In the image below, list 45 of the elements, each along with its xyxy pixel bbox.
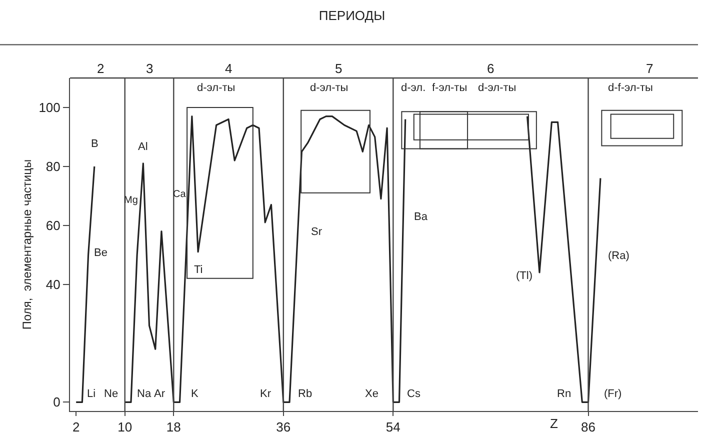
annotation: (Fr) xyxy=(604,388,622,400)
annotation: Na xyxy=(137,388,152,400)
text: 7 xyxy=(646,61,654,76)
y-axis-title: Поля, элементарные частицы xyxy=(20,159,34,330)
annotation: (Ra) xyxy=(608,250,630,262)
annotation: Be xyxy=(94,247,108,259)
text: 4 xyxy=(225,61,232,76)
annotation: Li xyxy=(87,388,96,400)
annotation: d-эл. xyxy=(401,82,426,94)
annotation: K xyxy=(191,388,199,400)
annotation: Ti xyxy=(194,264,203,276)
annotation: Rn xyxy=(557,388,572,400)
chart-title: ПЕРИОДЫ xyxy=(318,8,386,24)
y-tick-label: 60 xyxy=(46,218,60,233)
annotation: Ba xyxy=(414,211,428,223)
text: 2 xyxy=(97,61,104,76)
x-tick-label: 36 xyxy=(276,420,291,435)
annotation: d-эл-ты xyxy=(478,82,516,94)
annotation: Xe xyxy=(365,388,378,400)
annotation: Cs xyxy=(407,388,421,400)
y-tick-label: 0 xyxy=(53,394,60,410)
y-tick-label: 80 xyxy=(46,158,60,174)
text: 5 xyxy=(335,61,342,76)
annotation: B xyxy=(91,138,98,150)
y-tick-label: 100 xyxy=(38,100,60,116)
annotation: Sr xyxy=(311,226,322,238)
annotation: d-f-эл-ты xyxy=(608,82,653,94)
x-tick-label: 54 xyxy=(386,420,400,435)
annotation: Ne xyxy=(104,388,118,400)
annotation: d-эл-ты xyxy=(310,82,348,94)
annotation: (Tl) xyxy=(516,270,532,282)
annotation: Rb xyxy=(298,388,312,400)
annotation: d-эл-ты xyxy=(197,82,236,94)
x-axis-title: Z xyxy=(550,416,558,431)
x-tick-label: 18 xyxy=(166,420,181,435)
text: 6 xyxy=(487,61,494,76)
x-tick-label: 86 xyxy=(581,420,596,435)
annotation: Kr xyxy=(260,388,272,400)
x-tick-label: 2 xyxy=(72,420,80,435)
y-tick-label: 40 xyxy=(46,276,60,292)
annotation: Al xyxy=(138,141,148,153)
annotation: Ar xyxy=(154,388,166,400)
annotation: f-эл-ты xyxy=(432,82,468,94)
x-tick-label: 10 xyxy=(118,420,132,435)
text: 3 xyxy=(146,61,154,76)
